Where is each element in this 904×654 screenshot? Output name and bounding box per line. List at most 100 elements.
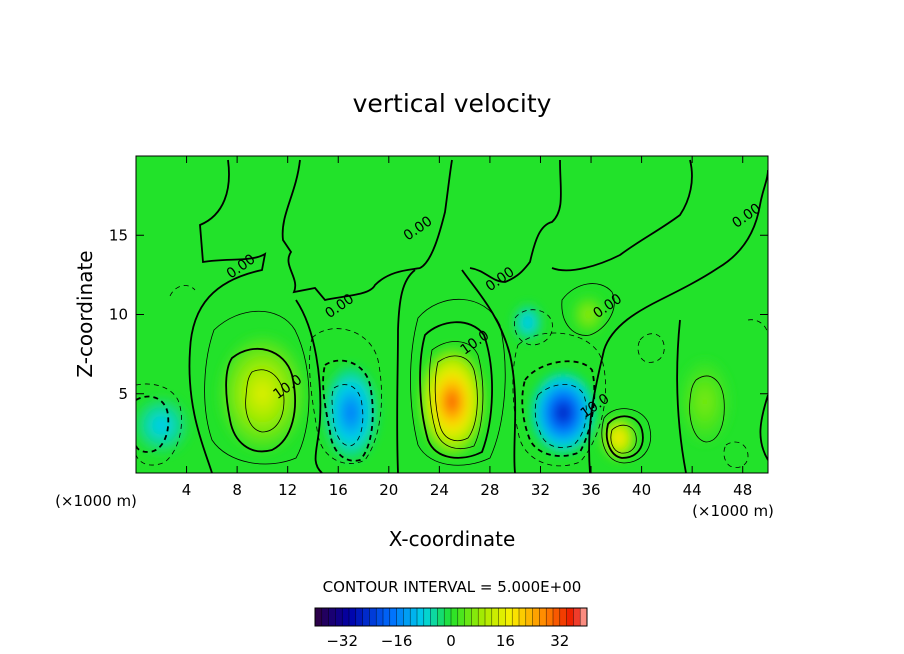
contour-lines (136, 159, 768, 473)
colorbar-swatch (321, 608, 330, 626)
contour-pos10 (225, 348, 296, 453)
colorbar-swatch (362, 608, 370, 626)
colorbar-swatch (580, 608, 588, 626)
contour-zero (469, 159, 562, 283)
y-tick-label: 10 (109, 306, 128, 324)
colorbar-swatch (451, 608, 459, 626)
x-tick-label: 28 (480, 481, 499, 499)
colorbar-tick-label: 32 (550, 632, 569, 650)
colorbar-swatch (471, 608, 479, 626)
contour-pos5 (204, 311, 310, 465)
contour-neg5 (309, 328, 382, 464)
heatmap-cell (557, 405, 569, 420)
heatmap-cell (446, 392, 458, 411)
colorbar-swatch (315, 608, 323, 626)
contour-pos5 (689, 375, 725, 443)
contour-zero (588, 169, 768, 473)
colorbar-tick-label: −32 (326, 632, 358, 650)
colorbar-swatch (417, 608, 425, 626)
contour-zero (551, 159, 693, 272)
x-unit-label-right: (×1000 m) (692, 502, 774, 520)
contour-zero (281, 159, 453, 302)
colorbar-swatch (532, 608, 540, 626)
colorbar-swatch (437, 608, 445, 626)
contour-interval-note: CONTOUR INTERVAL = 5.000E+00 (323, 578, 582, 596)
x-tick-label: 20 (379, 481, 398, 499)
x-axis-label: X-coordinate (389, 527, 516, 551)
colorbar-swatch (539, 608, 547, 626)
colorbar-swatch (519, 608, 527, 626)
contour-pos5 (561, 283, 615, 336)
colorbar: −32 −16 0 16 32 (314, 607, 588, 650)
x-tick-label: 16 (329, 481, 348, 499)
contour-pos15 (610, 424, 637, 454)
contour-neg5 (637, 333, 665, 363)
colorbar-swatch (423, 608, 432, 626)
colorbar-swatch (335, 608, 343, 626)
colorbar-tick-label: 0 (446, 632, 456, 650)
chart-title: vertical velocity (353, 89, 552, 118)
x-tick-label: 40 (632, 481, 651, 499)
contour-pos10 (605, 415, 644, 459)
contour-zero (188, 159, 267, 473)
colorbar-swatch (389, 608, 398, 626)
contour-neg5 (747, 319, 768, 337)
contour-neg5 (723, 441, 749, 468)
y-tick-label: 15 (109, 226, 128, 244)
colorbar-swatch (355, 608, 364, 626)
colorbar-swatch (444, 608, 452, 626)
contour-pos5 (410, 298, 506, 466)
x-tick-label: 8 (232, 481, 242, 499)
contour-zero (759, 394, 768, 461)
contour-zero (396, 269, 416, 473)
colorbar-swatch (505, 608, 513, 626)
heatmap-cell (156, 420, 166, 431)
colorbar-swatch (430, 608, 438, 626)
colorbar-swatch (559, 608, 568, 626)
heatmap-cell (585, 311, 592, 318)
colorbar-swatch (410, 608, 418, 626)
colorbar-swatch (457, 608, 466, 626)
x-tick-label: 4 (182, 481, 192, 499)
x-tick-label: 48 (733, 481, 752, 499)
contour-neg15 (534, 384, 587, 448)
colorbar-swatch (369, 608, 377, 626)
heatmap-cell (525, 319, 531, 326)
contour-pos5 (601, 408, 652, 464)
contour-pos20 (434, 355, 478, 442)
x-tick-label: 32 (531, 481, 550, 499)
x-tick-label: 24 (430, 481, 449, 499)
colorbar-swatch (464, 608, 472, 626)
colorbar-swatch (525, 608, 534, 626)
contour-neg10 (521, 360, 596, 457)
colorbar-swatch (566, 608, 574, 626)
contour-pos15 (245, 369, 285, 433)
colorbar-swatch (553, 608, 561, 626)
colorbar-swatch (328, 608, 336, 626)
colorbar-swatch (546, 608, 554, 626)
y-axis: 5 10 15 (109, 226, 768, 403)
heatmap-cell (615, 434, 622, 442)
heatmap-cell (346, 404, 356, 421)
heatmap-cell (255, 384, 270, 404)
heatmap-cell (700, 394, 710, 409)
colorbar-swatch (512, 608, 520, 626)
colorbar-swatch (573, 608, 581, 626)
colorbar-tick-label: 16 (496, 632, 515, 650)
colorbar-swatch (376, 608, 384, 626)
colorbar-swatch (485, 608, 493, 626)
x-tick-label: 36 (581, 481, 600, 499)
contour-neg10 (322, 359, 374, 462)
x-unit-label: (×1000 m) (55, 492, 137, 510)
y-axis-label: Z-coordinate (73, 250, 97, 377)
y-tick-label: 5 (118, 385, 128, 403)
colorbar-swatch (383, 608, 391, 626)
contour-neg10 (136, 395, 170, 453)
contour-zero (676, 319, 687, 473)
contour-zero (461, 269, 517, 473)
colorbar-frame (314, 607, 588, 627)
contour-zero (295, 299, 323, 473)
colorbar-swatch (498, 608, 506, 626)
